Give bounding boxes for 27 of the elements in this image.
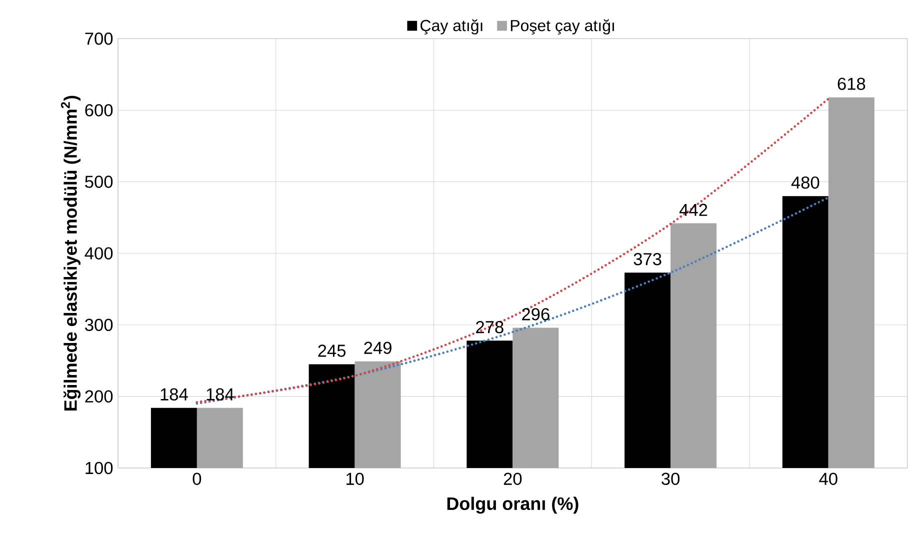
y-tick-label: 100: [86, 462, 113, 474]
y-tick-label: 700: [85, 32, 113, 45]
data-label: 373: [634, 253, 662, 266]
y-tick-label: 200: [85, 390, 113, 403]
line-series: [196, 196, 830, 405]
x-tick-label: 20: [504, 472, 522, 485]
data-label: 442: [679, 204, 708, 216]
legend-label: Çay atığı: [420, 19, 482, 34]
y-tick-label: 300: [85, 318, 113, 332]
data-label: 245: [318, 344, 346, 357]
x-axis-title: Dolgu oranı (%): [447, 496, 578, 514]
x-tick-label: 30: [662, 472, 680, 485]
line-series: [196, 98, 830, 404]
x-tick-label: 0: [192, 472, 202, 485]
x-tick-label: 10: [346, 472, 364, 485]
data-label: 480: [791, 176, 820, 189]
legend-label: Poşet çay atığı: [510, 19, 614, 34]
data-label: 184: [160, 388, 188, 401]
data-label: 618: [838, 78, 866, 90]
y-tick-label: 600: [85, 104, 113, 116]
y-tick-label: 400: [84, 247, 113, 260]
data-label: 296: [522, 308, 550, 320]
y-axis-title: Eğilmede elastikiyet modülü (N/mm$^{2}$): [60, 96, 81, 410]
x-tick-label: 40: [819, 472, 838, 485]
y-tick-label: 500: [85, 176, 113, 188]
data-label: 249: [364, 342, 392, 354]
data-label: 184: [206, 388, 234, 401]
